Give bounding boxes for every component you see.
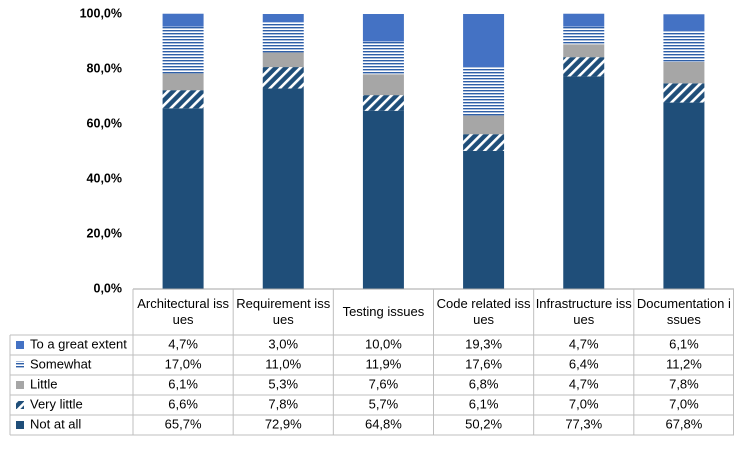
x-tick-label: Testing issues [342,304,425,319]
bar-segment [563,44,605,58]
bar-segment [463,14,505,68]
data-label: 72,9% [265,416,302,431]
bar-segment [262,88,304,290]
legend-label: Somewhat [30,356,92,371]
legend-label: Very little [30,396,83,411]
legend-swatch [16,361,24,369]
x-tick-label: Requirement issues [236,296,331,327]
bar-segment [262,14,304,23]
bar-segment [262,67,304,89]
data-label: 7,6% [369,376,399,391]
category-cell: Code related issues [436,296,531,327]
data-label: 5,7% [369,396,399,411]
legend-swatch [16,381,24,389]
legend-label: To a great extent [30,336,127,351]
data-label: 10,0% [365,336,402,351]
data-label: 7,0% [669,396,699,411]
bar-segment [162,90,204,109]
data-label: 7,8% [268,396,298,411]
data-label: 11,2% [666,356,702,371]
bar-segment [663,61,705,84]
data-label: 5,3% [268,376,298,391]
x-tick-label: Architectural issues [137,296,229,327]
bar-segment [663,83,705,103]
x-tick-label: Infrastructure issues [535,296,632,327]
data-label: 6,1% [469,396,499,411]
bar-segment [563,13,605,27]
bar-segment [262,52,304,68]
bar-segment [162,73,204,91]
category-cell: Documentation issues [636,296,731,327]
data-label: 6,1% [168,376,198,391]
data-label: 4,7% [569,336,599,351]
data-label: 3,0% [268,336,298,351]
legend-swatch [16,401,24,409]
data-label: 6,4% [569,356,599,371]
data-label: 11,0% [265,356,301,371]
category-cell: Architectural issues [137,296,229,327]
bar-segment [162,26,204,74]
bar-segment [463,134,505,151]
data-label: 11,9% [365,356,401,371]
data-label: 6,8% [469,376,499,391]
data-label: 77,3% [565,416,602,431]
bar-segment [362,95,404,111]
legend-swatch [16,341,24,349]
data-label: 65,7% [165,416,202,431]
y-tick-label: 0,0% [94,281,123,295]
legend-swatch [16,421,24,429]
data-label: 50,2% [465,416,502,431]
category-cell: Testing issues [342,304,425,319]
bar-segment [563,57,605,77]
data-label: 64,8% [365,416,402,431]
y-tick-label: 60,0% [87,116,122,130]
x-tick-label: Code related issues [436,296,531,327]
bar-segment [663,14,705,32]
data-label: 6,6% [168,396,198,411]
bar-segment [362,110,404,289]
bar-segment [563,76,605,289]
bar-segment [663,102,705,289]
bar-segment [463,150,505,289]
y-tick-label: 80,0% [87,61,122,75]
x-tick-label: Documentation issues [636,296,731,327]
bar-segment [663,31,705,62]
y-tick-label: 100,0% [80,6,122,20]
category-cell: Requirement issues [236,296,331,327]
data-label: 7,8% [669,376,699,391]
data-label: 4,7% [569,376,599,391]
data-label: 17,0% [165,356,202,371]
data-label: 17,6% [465,356,502,371]
bar-segment [463,67,505,116]
legend-label: Not at all [30,416,81,431]
bar-segment [362,74,404,96]
category-cell: Infrastructure issues [535,296,632,327]
legend-label: Little [30,376,57,391]
bar-segment [162,13,204,27]
bar-segment [262,22,304,53]
data-label: 19,3% [465,336,502,351]
bar-segment [563,26,605,45]
bar-segment [362,41,404,75]
data-label: 4,7% [168,336,198,351]
bar-segment [463,115,505,135]
data-label: 67,8% [665,416,702,431]
y-tick-label: 20,0% [87,226,122,240]
y-tick-label: 40,0% [87,171,122,185]
bar-segment [362,14,404,42]
data-label: 6,1% [669,336,699,351]
data-label: 7,0% [569,396,599,411]
bar-segment [162,108,204,289]
